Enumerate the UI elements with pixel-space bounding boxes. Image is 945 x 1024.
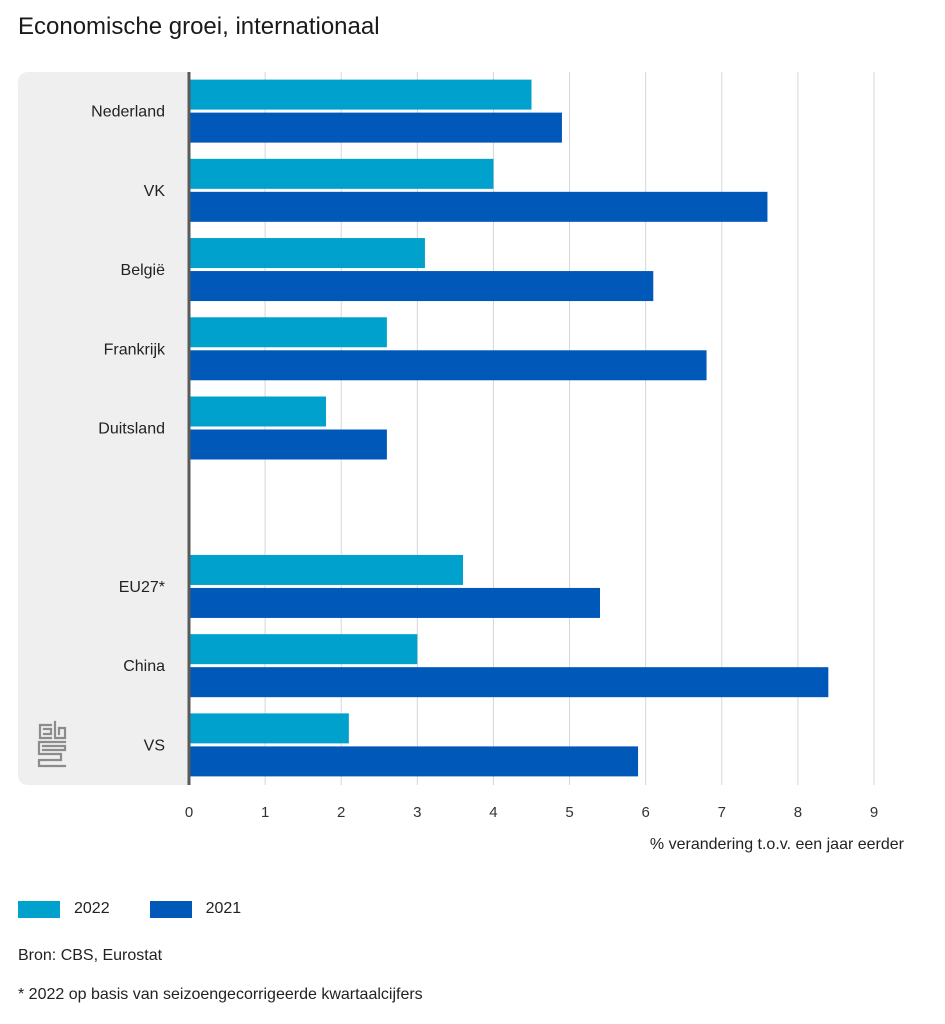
x-tick-label: 1 xyxy=(261,804,269,821)
bar-chart: Nederland VK België Frankrijk Duitsland EU27*… xyxy=(18,72,905,853)
x-tick-label: 3 xyxy=(413,804,421,821)
bar-2022-6 xyxy=(189,634,418,665)
bar-2022-1 xyxy=(189,158,494,189)
category-labels: Nederland VK België Frankrijk Duitsland EU27*… xyxy=(91,104,166,755)
bar-2021-5 xyxy=(189,587,600,618)
legend-label-2022: 2022 xyxy=(74,900,110,917)
bar-2021-1 xyxy=(189,191,768,222)
bar-2021-3 xyxy=(189,350,707,381)
x-axis-label: % verandering t.o.v. een jaar eerder xyxy=(650,836,905,853)
bar-2022-0 xyxy=(189,79,532,110)
bar-2021-0 xyxy=(189,112,562,143)
gridlines xyxy=(264,72,875,785)
x-tick-label: 0 xyxy=(185,804,193,821)
legend-item-2022: 2022 xyxy=(18,899,110,919)
bar-2021-4 xyxy=(189,429,387,460)
bar-2022-5 xyxy=(189,554,463,585)
category-label: EU27* xyxy=(119,579,165,596)
bar-2022-7 xyxy=(189,713,349,744)
category-label: VS xyxy=(144,737,165,754)
x-tick-label: 8 xyxy=(794,804,802,821)
bar-2021-7 xyxy=(189,746,639,777)
cbs-logo xyxy=(37,720,67,768)
source-text: Bron: CBS, Eurostat xyxy=(18,947,163,964)
legend-swatch-2022 xyxy=(18,900,60,918)
bar-2022-4 xyxy=(189,396,326,427)
category-label: China xyxy=(123,658,165,675)
x-tick-label: 6 xyxy=(641,804,649,821)
x-tick-labels: 0 1 2 3 4 5 6 7 8 9 xyxy=(185,804,878,821)
x-tick-label: 7 xyxy=(718,804,726,821)
x-tick-label: 5 xyxy=(565,804,573,821)
category-label-panel xyxy=(18,72,189,785)
category-label: België xyxy=(121,262,166,279)
bar-2022-3 xyxy=(189,317,387,348)
chart-title: Economische groei, internationaal xyxy=(18,13,380,40)
bar-2022-2 xyxy=(189,238,425,269)
category-label: Frankrijk xyxy=(104,341,166,358)
bar-2021-6 xyxy=(189,667,829,698)
category-label: Duitsland xyxy=(98,421,165,438)
bars xyxy=(189,79,829,777)
legend-label-2021: 2021 xyxy=(205,900,242,917)
x-tick-label: 4 xyxy=(489,804,497,821)
category-label: Nederland xyxy=(91,104,165,121)
category-label: VK xyxy=(144,183,166,200)
legend-swatch-2021 xyxy=(149,900,192,918)
bar-2021-2 xyxy=(189,271,654,302)
legend: 2022 2021 xyxy=(18,898,281,920)
footnote: * 2022 op basis van seizoengecorrigeerde… xyxy=(18,986,423,1003)
x-tick-label: 2 xyxy=(337,804,345,821)
legend-item-2021: 2021 xyxy=(149,899,242,919)
x-tick-label: 9 xyxy=(870,804,878,821)
